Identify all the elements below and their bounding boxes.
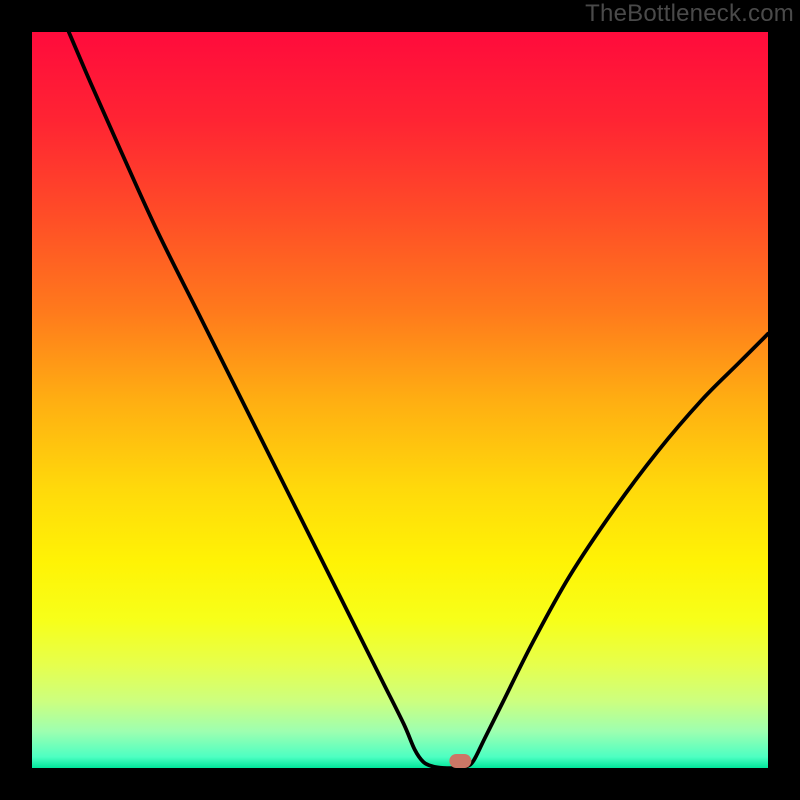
watermark-text: TheBottleneck.com [585,0,794,28]
chart-stage: TheBottleneck.com [0,0,800,800]
optimal-marker [449,754,471,768]
plot-svg [32,32,768,768]
gradient-background [32,32,768,768]
plot-area [32,32,768,768]
